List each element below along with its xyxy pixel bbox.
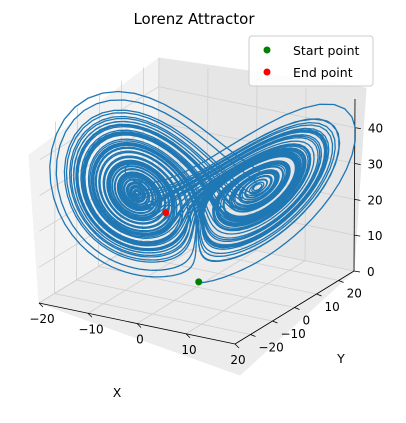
x-tick-label-2: 0 bbox=[136, 333, 144, 347]
y-tick-mark-4 bbox=[338, 280, 344, 283]
y-tick-label-2: 0 bbox=[303, 314, 311, 328]
y-grid-floor-0 bbox=[54, 293, 251, 335]
legend-end-label: End point bbox=[293, 65, 353, 80]
y-tick-mark-3 bbox=[316, 293, 322, 297]
x-tick-label-3: 10 bbox=[181, 343, 196, 357]
z-grid-right-4 bbox=[158, 86, 355, 129]
x-tick-mark-2 bbox=[136, 323, 142, 328]
legend-box bbox=[248, 35, 374, 87]
y-tick-label-4: 20 bbox=[347, 286, 362, 300]
z-tick-label-4: 40 bbox=[368, 122, 383, 136]
x-tick-mark-0 bbox=[38, 302, 44, 308]
lorenz-trajectory-path bbox=[49, 90, 356, 284]
y-tick-label-3: 10 bbox=[325, 300, 340, 314]
x-tick-mark-4 bbox=[234, 343, 240, 349]
z-tick-label-0: 0 bbox=[367, 265, 375, 279]
legend: Start point End point bbox=[248, 35, 374, 87]
x-tick-label-0: −20 bbox=[29, 312, 54, 326]
z-tick-label-3: 30 bbox=[368, 158, 383, 172]
axis-lines bbox=[38, 98, 361, 349]
x-tick-label-1: −10 bbox=[78, 322, 103, 336]
y-tick-label-1: −10 bbox=[280, 327, 305, 341]
z-tick-mark-0 bbox=[353, 270, 361, 273]
legend-start-marker bbox=[263, 46, 271, 54]
z-tick-mark-2 bbox=[354, 198, 361, 201]
x-tick-mark-1 bbox=[87, 312, 93, 318]
end-point-marker bbox=[162, 209, 170, 217]
y-tick-mark-1 bbox=[272, 320, 278, 324]
trajectory-line bbox=[49, 90, 356, 284]
x-axis-label: X bbox=[113, 385, 122, 400]
y-grid-floor-1 bbox=[76, 279, 273, 322]
legend-start-label: Start point bbox=[293, 43, 359, 58]
start-point-marker bbox=[195, 278, 203, 286]
x-tick-label-4: 20 bbox=[230, 353, 245, 367]
z-tick-mark-3 bbox=[354, 163, 361, 165]
x-tick-mark-3 bbox=[185, 333, 191, 339]
y-tick-mark-2 bbox=[294, 307, 300, 310]
y-tick-mark-0 bbox=[250, 334, 256, 337]
z-tick-label-1: 10 bbox=[367, 229, 382, 243]
z-tick-mark-1 bbox=[354, 234, 361, 237]
y-axis-line bbox=[234, 270, 355, 345]
z-tick-label-2: 20 bbox=[367, 193, 382, 207]
y-axis-label: Y bbox=[336, 351, 345, 366]
x-axis-line bbox=[38, 302, 236, 345]
chart-title: Lorenz Attractor bbox=[133, 10, 255, 28]
y-tick-label-0: −20 bbox=[258, 341, 283, 355]
legend-end-marker bbox=[263, 68, 271, 76]
markers bbox=[162, 209, 203, 286]
